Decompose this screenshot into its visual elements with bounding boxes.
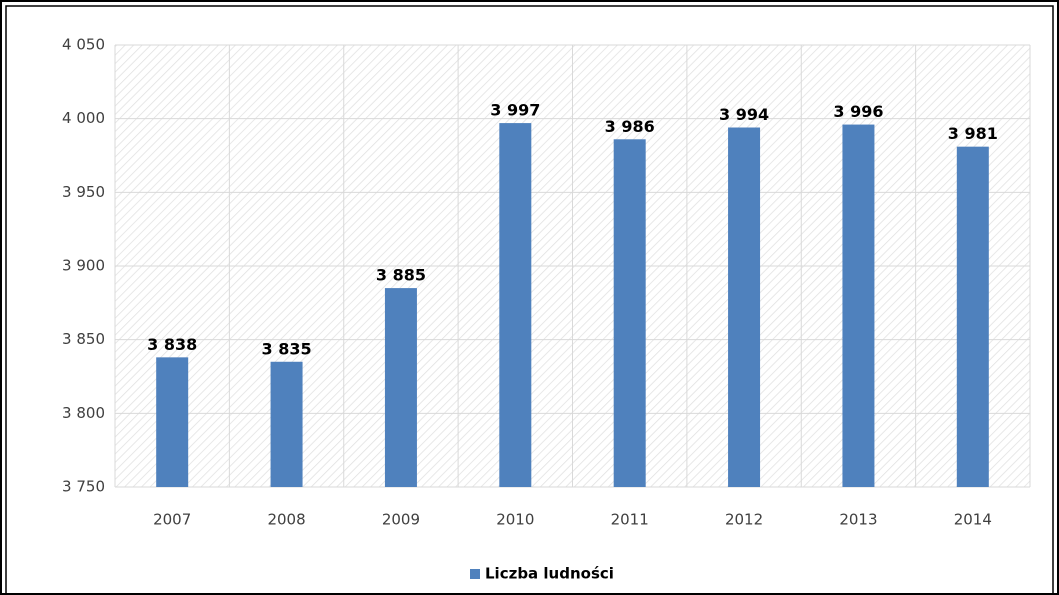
- x-tick-label: 2014: [954, 511, 992, 529]
- x-tick-label: 2010: [496, 511, 534, 529]
- x-tick-label: 2011: [611, 511, 649, 529]
- y-tick-label: 3 800: [62, 404, 105, 422]
- bar: [613, 139, 646, 487]
- value-label: 3 838: [147, 335, 197, 354]
- x-tick-label: 2008: [267, 511, 305, 529]
- bar: [842, 124, 875, 487]
- y-tick-label: 4 000: [62, 109, 105, 127]
- legend-label: Liczba ludności: [485, 565, 614, 583]
- value-label: 3 986: [605, 117, 655, 136]
- y-tick-label: 3 750: [62, 478, 105, 496]
- bar: [384, 288, 417, 487]
- bar: [499, 123, 532, 487]
- value-label: 3 835: [262, 339, 312, 358]
- bar: [156, 357, 189, 487]
- y-tick-label: 4 050: [62, 36, 105, 54]
- x-tick-label: 2013: [839, 511, 877, 529]
- y-tick-label: 3 850: [62, 330, 105, 348]
- value-label: 3 997: [490, 101, 540, 120]
- bar: [270, 361, 303, 487]
- x-tick-label: 2012: [725, 511, 763, 529]
- value-label: 3 885: [376, 266, 426, 285]
- y-tick-label: 3 950: [62, 183, 105, 201]
- inner-frame: [5, 5, 1054, 595]
- x-tick-label: 2009: [382, 511, 420, 529]
- bar: [728, 127, 761, 488]
- bar: [956, 146, 989, 487]
- x-tick-label: 2007: [153, 511, 191, 529]
- value-label: 3 994: [719, 105, 769, 124]
- value-label: 3 981: [948, 124, 998, 143]
- value-label: 3 996: [833, 102, 883, 121]
- legend-swatch: [470, 569, 480, 579]
- y-tick-label: 3 900: [62, 257, 105, 275]
